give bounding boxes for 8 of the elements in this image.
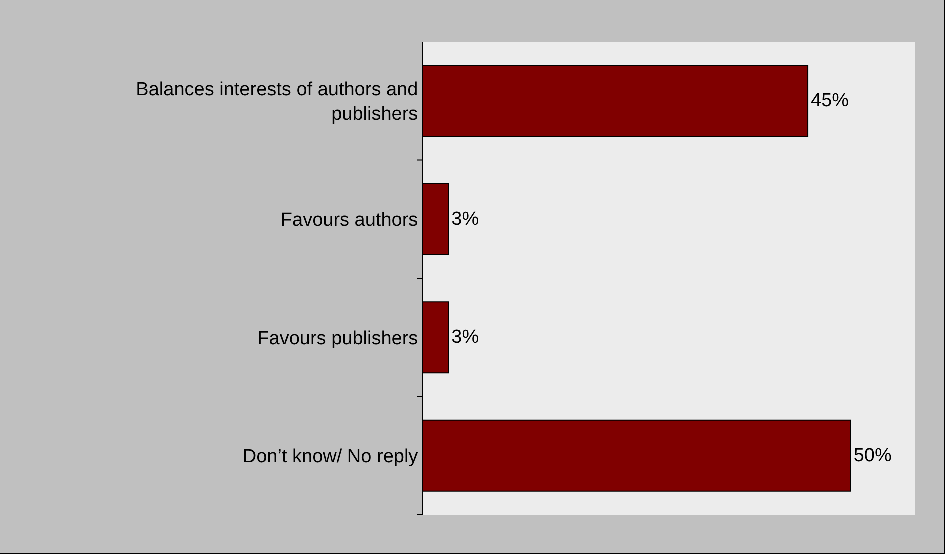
data-label: 3% bbox=[452, 208, 480, 230]
y-tick-label: Favours authors bbox=[280, 210, 418, 232]
data-label: 45% bbox=[811, 90, 850, 112]
y-tick-label: Favours publishers bbox=[258, 328, 418, 350]
data-label: 50% bbox=[854, 445, 892, 466]
y-tick-label: Balances interests of authors and publishers bbox=[136, 79, 418, 126]
data-label: 3% bbox=[452, 327, 480, 348]
y-tick-label: Don’t know/ No reply bbox=[242, 446, 419, 468]
